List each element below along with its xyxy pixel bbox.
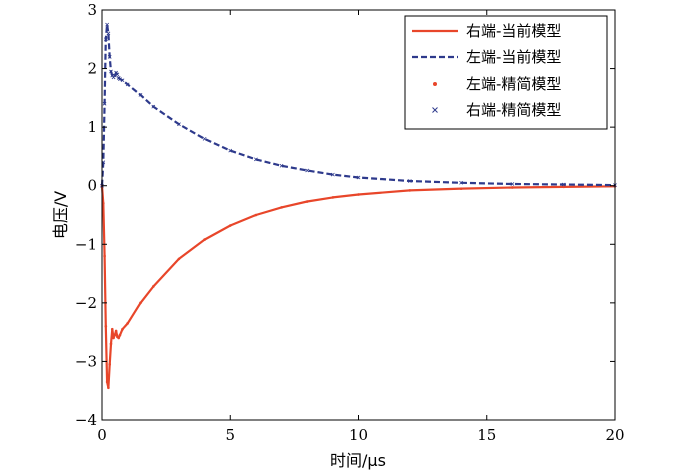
series-point-3 <box>125 82 130 87</box>
series-point-3 <box>254 157 258 162</box>
series-point-2 <box>105 380 109 384</box>
series-line-0 <box>100 185 616 389</box>
series-point-3 <box>109 69 113 74</box>
series-point-3 <box>112 73 117 78</box>
series-point-2 <box>107 386 110 390</box>
series-point-3 <box>228 148 233 153</box>
series-point-3 <box>118 77 122 81</box>
series-point-2 <box>113 333 117 337</box>
legend-swatch-3 <box>432 107 438 113</box>
y-tick-label: −2 <box>75 294 97 312</box>
series-point-2 <box>117 336 120 340</box>
series-point-2 <box>103 254 106 258</box>
series-layer <box>100 22 617 390</box>
series-point-2 <box>152 285 155 288</box>
series-point-2 <box>305 200 309 203</box>
series-point-2 <box>254 213 258 217</box>
series-point-2 <box>511 186 514 189</box>
series-point-2 <box>562 185 565 189</box>
series-point-3 <box>356 175 361 180</box>
y-tick-label: 0 <box>87 177 97 195</box>
series-point-2 <box>118 333 122 337</box>
series-point-2 <box>114 329 118 333</box>
series-point-3 <box>105 22 110 27</box>
x-tick-label: 20 <box>605 426 624 444</box>
x-axis-title: 时间/μs <box>330 451 386 470</box>
y-axis-title: 电压/V <box>51 191 70 239</box>
series-point-3 <box>106 31 111 36</box>
y-tick-label: −3 <box>75 352 97 370</box>
series-point-2 <box>121 327 124 331</box>
y-tick-label: 2 <box>87 60 97 78</box>
series-point-2 <box>110 327 114 331</box>
series-point-2 <box>126 322 129 325</box>
series-point-3 <box>510 182 515 186</box>
series-line-1 <box>100 23 616 187</box>
legend-swatch-2 <box>433 82 437 86</box>
series-point-2 <box>108 363 111 366</box>
series-point-3 <box>138 93 143 97</box>
legend-label-3: 右端-精简模型 <box>466 101 561 119</box>
series-point-2 <box>101 201 105 205</box>
x-tick-label: 0 <box>97 426 107 444</box>
legend-label-0: 右端-当前模型 <box>466 22 561 40</box>
series-point-3 <box>151 104 156 109</box>
series-point-3 <box>561 182 566 187</box>
series-point-3 <box>103 37 108 42</box>
series-point-3 <box>407 179 412 183</box>
series-point-2 <box>280 206 283 209</box>
legend-label-2: 左端-精简模型 <box>466 75 561 93</box>
x-tick-label: 15 <box>477 426 496 444</box>
series-point-3 <box>107 54 112 59</box>
series-point-2 <box>203 238 206 241</box>
series-point-2 <box>139 301 142 305</box>
series-point-3 <box>279 163 284 168</box>
series-point-2 <box>357 193 360 196</box>
series-point-3 <box>120 78 125 83</box>
ticks-layer: 0 5 10 15 20 −4 −3 −2 −1 0 1 2 3 <box>75 1 625 444</box>
y-tick-label: −4 <box>75 411 97 429</box>
legend-box <box>404 15 608 130</box>
series-point-2 <box>408 189 412 192</box>
series-point-2 <box>109 342 113 346</box>
series-point-2 <box>104 324 108 328</box>
x-tick-label: 5 <box>225 426 235 444</box>
series-point-2 <box>331 196 335 199</box>
series-point-2 <box>177 257 181 261</box>
x-tick-label: 10 <box>349 426 368 444</box>
series-point-2 <box>459 187 463 190</box>
y-tick-label: −1 <box>75 235 97 253</box>
legend-label-1: 左端-当前模型 <box>466 48 561 66</box>
y-tick-label: 1 <box>87 118 97 136</box>
series-point-3 <box>177 122 181 127</box>
series-point-3 <box>202 136 207 141</box>
series-point-2 <box>228 224 232 227</box>
series-point-3 <box>115 72 120 77</box>
series-point-3 <box>305 168 310 173</box>
series-point-3 <box>330 172 335 177</box>
series-point-2 <box>112 336 115 340</box>
series-point-3 <box>459 180 463 185</box>
y-tick-label: 3 <box>87 1 97 19</box>
series-point-3 <box>102 101 107 106</box>
